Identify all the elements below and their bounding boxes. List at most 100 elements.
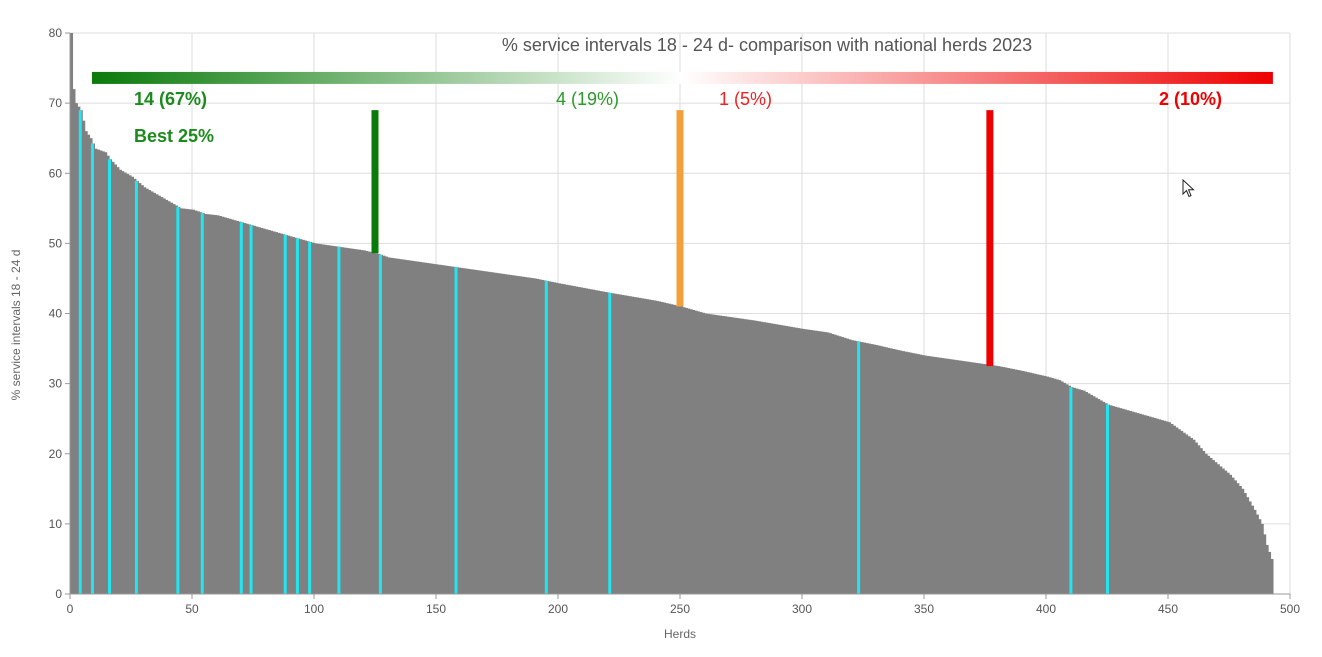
y-tick-label: 50 bbox=[49, 236, 63, 250]
herd-bar bbox=[1224, 470, 1228, 594]
herd-bar bbox=[482, 271, 486, 594]
herd-bar bbox=[206, 214, 210, 594]
herd-bar bbox=[689, 309, 693, 594]
herd-bar bbox=[780, 325, 784, 594]
herd-bar bbox=[938, 357, 942, 594]
herd-bar bbox=[1260, 523, 1264, 594]
herd-bar bbox=[218, 216, 222, 594]
threshold-marker bbox=[986, 110, 994, 367]
herd-bar bbox=[1065, 384, 1069, 594]
herd-bar bbox=[387, 257, 391, 594]
herd-bar bbox=[367, 251, 371, 594]
herd-bar bbox=[1236, 483, 1240, 594]
herd-bar bbox=[1194, 442, 1198, 594]
herd-bar bbox=[860, 342, 864, 594]
herd-bar bbox=[667, 303, 671, 594]
herd-bar bbox=[262, 228, 266, 594]
herd-bar bbox=[965, 361, 969, 594]
herd-bar bbox=[831, 333, 835, 594]
herd-bar bbox=[1216, 464, 1220, 594]
herd-bar bbox=[980, 363, 984, 594]
herd-bar bbox=[372, 252, 376, 594]
herd-bar bbox=[975, 362, 979, 594]
threshold-markers bbox=[371, 110, 994, 367]
herd-bar bbox=[72, 89, 76, 594]
herd-bar bbox=[826, 332, 830, 594]
x-tick-label: 100 bbox=[304, 602, 324, 616]
highlighted-herd-bar bbox=[1106, 404, 1109, 594]
herd-bar bbox=[406, 260, 410, 594]
herd-bar bbox=[138, 183, 142, 594]
y-tick-label: 40 bbox=[49, 307, 63, 321]
herd-bar bbox=[872, 344, 876, 594]
herd-bar bbox=[670, 304, 674, 594]
herd-bar bbox=[1172, 425, 1176, 594]
herd-bar bbox=[216, 215, 220, 594]
herd-bar bbox=[1014, 369, 1018, 594]
herd-bar bbox=[460, 267, 464, 594]
herd-bar bbox=[616, 294, 620, 594]
herd-bar bbox=[1041, 375, 1045, 594]
herd-bar bbox=[777, 324, 781, 594]
herd-bar bbox=[84, 131, 88, 595]
herd-bar bbox=[1204, 453, 1208, 594]
herd-bar bbox=[289, 236, 293, 595]
herd-bar bbox=[945, 358, 949, 594]
herd-bar bbox=[384, 256, 388, 594]
herd-bar bbox=[1114, 406, 1118, 594]
herd-bar bbox=[614, 293, 618, 594]
herd-bar bbox=[960, 360, 964, 594]
herd-bar bbox=[677, 305, 681, 594]
herd-bar bbox=[916, 354, 920, 594]
herd-bar bbox=[518, 276, 522, 594]
herd-bar bbox=[113, 164, 117, 594]
highlighted-herd-bar bbox=[78, 110, 82, 594]
herd-bar bbox=[1202, 450, 1206, 594]
herd-bar bbox=[587, 288, 591, 594]
y-axis-title: % service intervals 18 - 24 d bbox=[9, 250, 23, 401]
herd-bar bbox=[184, 208, 188, 594]
herd-bar bbox=[467, 268, 471, 594]
herd-bar bbox=[762, 322, 766, 594]
herd-bar bbox=[709, 314, 713, 594]
best-25-label: Best 25% bbox=[134, 126, 214, 146]
herd-bar bbox=[1233, 480, 1237, 594]
herd-bar bbox=[594, 290, 598, 594]
herd-bar bbox=[235, 220, 239, 594]
herd-bar bbox=[870, 344, 874, 594]
herd-bar bbox=[409, 260, 413, 594]
herd-bar bbox=[345, 247, 349, 595]
herd-bar bbox=[375, 253, 379, 594]
herd-bar bbox=[1075, 388, 1079, 594]
herd-bar bbox=[450, 266, 454, 594]
herd-bar bbox=[1128, 410, 1132, 594]
herd-bar bbox=[1268, 551, 1272, 594]
herd-bar bbox=[1136, 413, 1140, 594]
herd-bar bbox=[926, 355, 930, 594]
herd-bar bbox=[577, 286, 581, 594]
herd-bar bbox=[1185, 434, 1189, 594]
herd-bar bbox=[738, 318, 742, 594]
herd-bar bbox=[692, 309, 696, 594]
herd-bar bbox=[1192, 439, 1196, 594]
herd-bar bbox=[553, 282, 557, 594]
herd-bar bbox=[160, 197, 164, 594]
herd-bar bbox=[794, 327, 798, 594]
herd-bar bbox=[950, 359, 954, 594]
herd-bar bbox=[540, 279, 544, 594]
chart-title: % service intervals 18 - 24 d- compariso… bbox=[502, 35, 1032, 55]
herd-bar bbox=[279, 233, 283, 594]
herd-bar bbox=[1126, 410, 1130, 594]
herd-bar bbox=[989, 365, 993, 594]
herd-bar bbox=[877, 345, 881, 594]
herd-bar bbox=[382, 255, 386, 594]
herd-bar bbox=[1121, 408, 1125, 594]
x-tick-label: 200 bbox=[548, 602, 568, 616]
herd-bar bbox=[928, 356, 932, 594]
y-tick-label: 60 bbox=[49, 166, 63, 180]
herd-bar bbox=[357, 249, 361, 594]
highlighted-herd-bar bbox=[283, 234, 287, 594]
herd-bar bbox=[1146, 415, 1150, 594]
herd-bar bbox=[414, 261, 418, 594]
herd-bar bbox=[958, 360, 962, 594]
